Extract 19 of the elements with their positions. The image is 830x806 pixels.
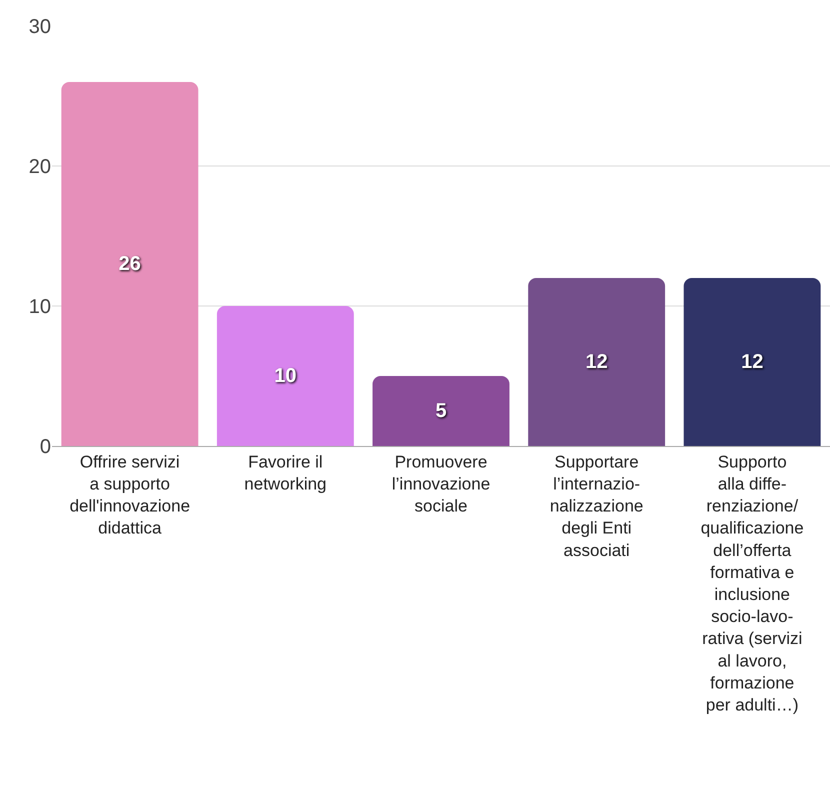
bar bbox=[61, 82, 198, 446]
data-label: 12 bbox=[585, 351, 608, 373]
y-tick-label: 10 bbox=[28, 296, 51, 318]
y-tick-label: 20 bbox=[28, 156, 51, 178]
bar bbox=[372, 376, 510, 446]
x-tick-label: Promuovere l’innovazione sociale bbox=[392, 452, 490, 516]
x-tick-label: Offrire servizi a supporto dell'innovazione didattica bbox=[70, 452, 190, 538]
category-label: Supporto alla diffe- renziazione/ qualificazione dell’offerta formativa e inclusione socio-lavo- rativa (servizi al lavoro, formazione per adulti…) bbox=[700, 452, 804, 714]
y-tick-label: 0 bbox=[40, 436, 51, 458]
bar bbox=[528, 278, 666, 446]
data-label: 5 bbox=[435, 400, 447, 422]
y-tick-label: 30 bbox=[28, 16, 51, 38]
data-label: 10 bbox=[274, 365, 297, 387]
data-label: 12 bbox=[741, 351, 764, 373]
data-label: 26 bbox=[118, 253, 141, 275]
bar bbox=[216, 306, 354, 446]
x-tick-label: Supportare l’internazio- nalizzazione degli Enti associati bbox=[550, 452, 644, 560]
bar bbox=[684, 278, 821, 446]
x-tick-label: Favorire il networking bbox=[244, 452, 327, 494]
